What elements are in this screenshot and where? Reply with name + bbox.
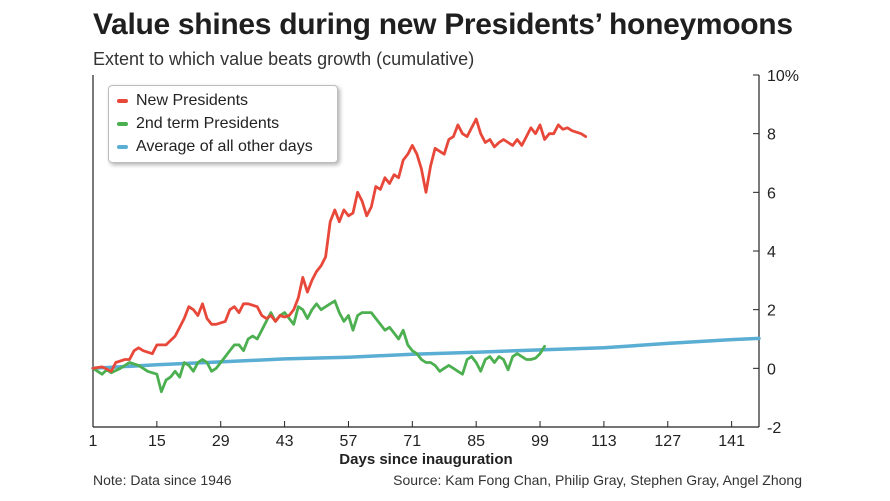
legend-swatch-average-other-days xyxy=(117,145,128,149)
x-tick-label: 1 xyxy=(89,433,98,450)
series-line-average-other-days xyxy=(91,336,761,371)
x-tick-label: 113 xyxy=(591,433,617,450)
legend-label-new-presidents: New Presidents xyxy=(136,92,249,109)
x-tick-label: 99 xyxy=(531,433,549,450)
x-tick-label: 15 xyxy=(148,433,166,450)
footnote: Note: Data since 1946 xyxy=(93,472,232,488)
x-tick-label: 43 xyxy=(276,433,294,450)
y-tick-label: 8 xyxy=(767,127,776,144)
legend-item-average-other-days: Average of all other days xyxy=(117,136,313,158)
chart-subtitle: Extent to which value beats growth (cumu… xyxy=(93,49,475,69)
series-line-2nd-term-presidents xyxy=(91,299,546,394)
y-tick-label: 10% xyxy=(767,68,799,85)
legend-label-average-other-days: Average of all other days xyxy=(136,138,313,155)
x-tick-label: 141 xyxy=(718,433,745,450)
y-tick-label: -2 xyxy=(767,420,781,437)
legend-item-new-presidents: New Presidents xyxy=(117,90,248,112)
x-axis-label: Days since inauguration xyxy=(339,451,512,468)
y-tick-label: 2 xyxy=(767,303,776,320)
x-tick-label: 29 xyxy=(212,433,230,450)
source-note: Source: Kam Fong Chan, Philip Gray, Step… xyxy=(393,472,802,488)
legend-swatch-new-presidents xyxy=(117,99,128,103)
x-tick-label: 71 xyxy=(403,433,421,450)
x-tick-label: 127 xyxy=(654,433,681,450)
y-tick-label: 4 xyxy=(767,244,776,261)
x-tick-label: 57 xyxy=(340,433,358,450)
legend-item-2nd-term-presidents: 2nd term Presidents xyxy=(117,113,279,135)
x-tick-label: 85 xyxy=(467,433,485,450)
series-line-new-presidents xyxy=(91,117,588,373)
chart-title: Value shines during new Presidents’ hone… xyxy=(93,8,793,41)
y-tick-label: 6 xyxy=(767,185,776,202)
y-tick-label: 0 xyxy=(767,361,776,378)
legend-swatch-2nd-term-presidents xyxy=(117,122,128,126)
legend-label-2nd-term-presidents: 2nd term Presidents xyxy=(136,115,280,132)
chart-legend: New Presidents 2nd term Presidents Avera… xyxy=(108,85,338,163)
